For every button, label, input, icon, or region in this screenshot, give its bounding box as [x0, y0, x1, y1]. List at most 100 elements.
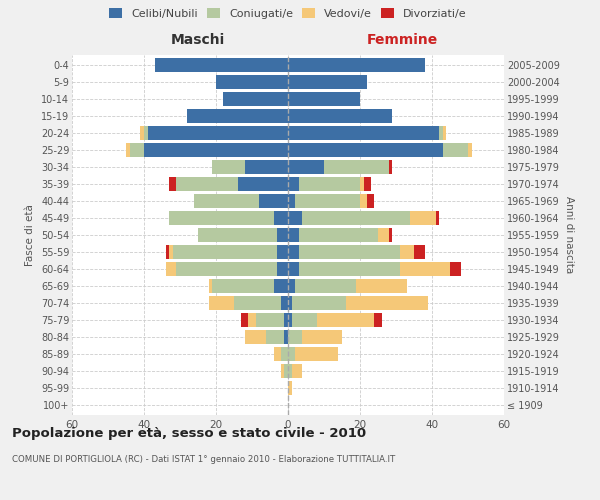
Bar	[360, 194, 367, 208]
Bar	[356, 279, 407, 292]
Bar	[266, 330, 284, 344]
Bar	[169, 245, 173, 259]
Bar	[295, 347, 338, 360]
Bar	[378, 228, 389, 242]
Bar	[274, 211, 288, 225]
Bar	[288, 296, 292, 310]
Bar	[468, 144, 472, 157]
Bar	[389, 228, 392, 242]
Bar	[212, 279, 274, 292]
Bar	[400, 262, 450, 276]
Text: Maschi: Maschi	[171, 34, 225, 48]
Bar	[374, 313, 382, 326]
Bar	[187, 110, 288, 123]
Legend: Celibi/Nubili, Coniugati/e, Vedovi/e, Divorziati/e: Celibi/Nubili, Coniugati/e, Vedovi/e, Di…	[109, 8, 467, 19]
Bar	[288, 211, 302, 225]
Bar	[173, 245, 277, 259]
Bar	[288, 160, 324, 174]
Bar	[288, 381, 292, 394]
Bar	[450, 262, 461, 276]
Bar	[295, 194, 360, 208]
Bar	[288, 347, 295, 360]
Bar	[248, 313, 256, 326]
Bar	[126, 144, 130, 157]
Bar	[130, 144, 144, 157]
Bar	[140, 126, 144, 140]
Bar	[414, 245, 425, 259]
Bar	[176, 178, 238, 191]
Bar	[288, 228, 299, 242]
Bar	[256, 313, 284, 326]
Bar	[234, 296, 281, 310]
Bar	[288, 262, 299, 276]
Bar	[288, 178, 299, 191]
Bar	[169, 211, 274, 225]
Bar	[274, 279, 288, 292]
Bar	[299, 262, 400, 276]
Bar	[277, 245, 288, 259]
Bar	[288, 110, 392, 123]
Bar	[277, 262, 288, 276]
Bar	[288, 313, 292, 326]
Bar	[288, 245, 299, 259]
Bar	[209, 279, 212, 292]
Bar	[288, 58, 425, 72]
Bar	[443, 126, 446, 140]
Bar	[166, 245, 169, 259]
Bar	[346, 296, 428, 310]
Bar	[238, 178, 288, 191]
Bar	[216, 76, 288, 89]
Y-axis label: Fasce di età: Fasce di età	[25, 204, 35, 266]
Bar	[169, 178, 176, 191]
Bar	[155, 58, 288, 72]
Bar	[277, 228, 288, 242]
Bar	[324, 160, 389, 174]
Bar	[281, 296, 288, 310]
Bar	[194, 194, 259, 208]
Text: Popolazione per età, sesso e stato civile - 2010: Popolazione per età, sesso e stato civil…	[12, 428, 366, 440]
Bar	[292, 296, 346, 310]
Bar	[439, 126, 443, 140]
Bar	[245, 330, 266, 344]
Bar	[302, 330, 342, 344]
Text: Femmine: Femmine	[367, 34, 437, 48]
Bar	[299, 178, 360, 191]
Bar	[281, 364, 284, 378]
Bar	[288, 194, 295, 208]
Bar	[410, 211, 436, 225]
Bar	[299, 228, 378, 242]
Bar	[288, 76, 367, 89]
Bar	[209, 296, 234, 310]
Bar	[364, 178, 371, 191]
Bar	[292, 364, 302, 378]
Bar	[302, 211, 410, 225]
Text: COMUNE DI PORTIGLIOLA (RC) - Dati ISTAT 1° gennaio 2010 - Elaborazione TUTTITALI: COMUNE DI PORTIGLIOLA (RC) - Dati ISTAT …	[12, 455, 395, 464]
Bar	[245, 160, 288, 174]
Bar	[292, 313, 317, 326]
Bar	[299, 245, 400, 259]
Bar	[389, 160, 392, 174]
Bar	[241, 313, 248, 326]
Bar	[223, 92, 288, 106]
Bar	[284, 330, 288, 344]
Bar	[166, 262, 176, 276]
Bar	[148, 126, 288, 140]
Bar	[288, 279, 295, 292]
Y-axis label: Anni di nascita: Anni di nascita	[563, 196, 574, 274]
Bar	[144, 126, 148, 140]
Bar	[288, 330, 302, 344]
Bar	[176, 262, 277, 276]
Bar	[443, 144, 468, 157]
Bar	[288, 126, 439, 140]
Bar	[317, 313, 374, 326]
Bar	[288, 144, 443, 157]
Bar	[198, 228, 277, 242]
Bar	[288, 364, 292, 378]
Bar	[288, 92, 360, 106]
Bar	[284, 364, 288, 378]
Bar	[259, 194, 288, 208]
Bar	[295, 279, 356, 292]
Bar	[274, 347, 281, 360]
Bar	[360, 178, 364, 191]
Bar	[144, 144, 288, 157]
